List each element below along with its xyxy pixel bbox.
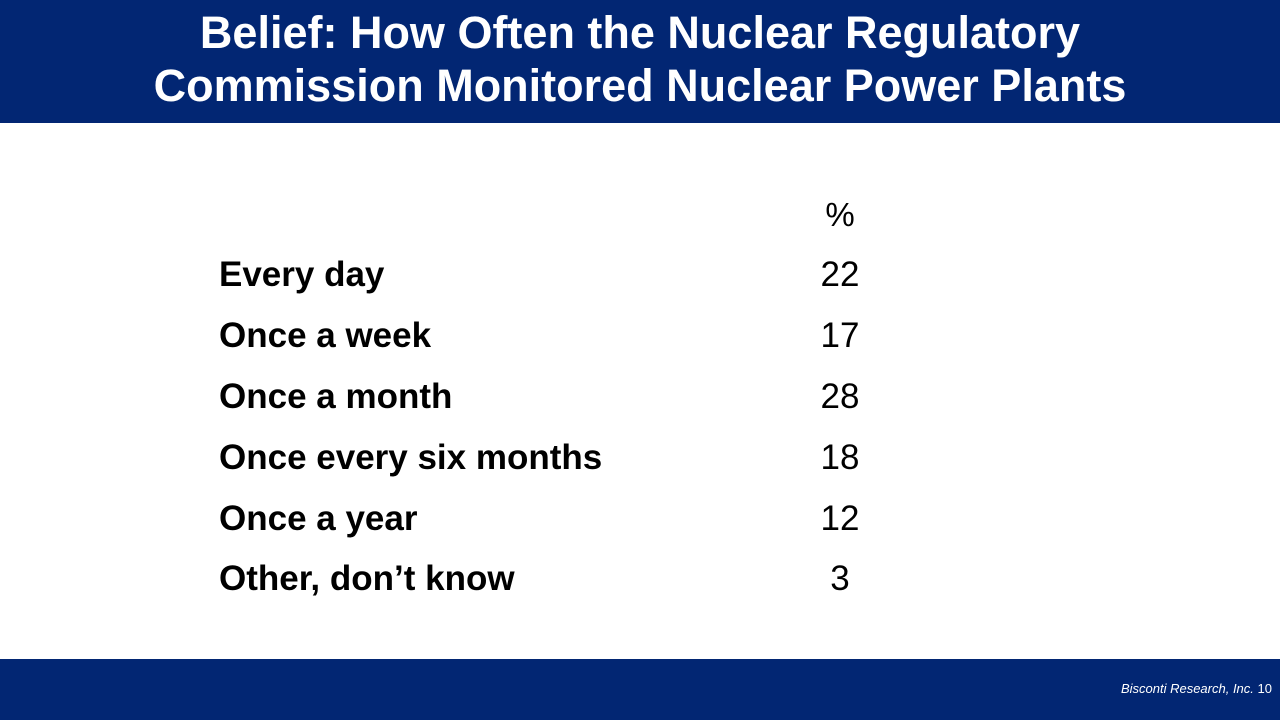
table-row: Once every six months 18 [0,436,1280,496]
row-value: 3 [830,559,850,598]
percent-column-header: % [825,196,855,233]
row-label: Once a week [219,316,432,355]
row-value: 12 [820,499,860,538]
footer-credit: Bisconti Research, Inc. 10 [1121,681,1272,697]
table-row: Every day 22 [0,253,1280,313]
row-label: Other, don’t know [219,559,515,598]
table-row: Once a week 17 [0,314,1280,374]
row-label: Once a month [219,377,453,416]
row-label: Once a year [219,499,418,538]
page-number: 10 [1257,681,1272,696]
row-label: Every day [219,255,385,294]
table-row: Once a year 12 [0,497,1280,557]
title-banner: Belief: How Often the Nuclear Regulatory… [0,0,1280,123]
slide-title: Belief: How Often the Nuclear Regulatory… [0,6,1280,112]
row-value: 17 [820,316,860,355]
table-row: Other, don’t know 3 [0,557,1280,617]
slide-title-line-1: Belief: How Often the Nuclear Regulatory [199,7,1081,58]
row-value: 22 [820,255,860,294]
row-value: 28 [820,377,860,416]
slide-title-line-2: Commission Monitored Nuclear Power Plant… [153,60,1127,111]
footer-organization: Bisconti Research, Inc. [1120,681,1254,696]
row-value: 18 [820,438,860,477]
table-row: Once a month 28 [0,375,1280,435]
footer-banner: Bisconti Research, Inc. 10 [0,659,1280,720]
row-label: Once every six months [219,438,603,477]
